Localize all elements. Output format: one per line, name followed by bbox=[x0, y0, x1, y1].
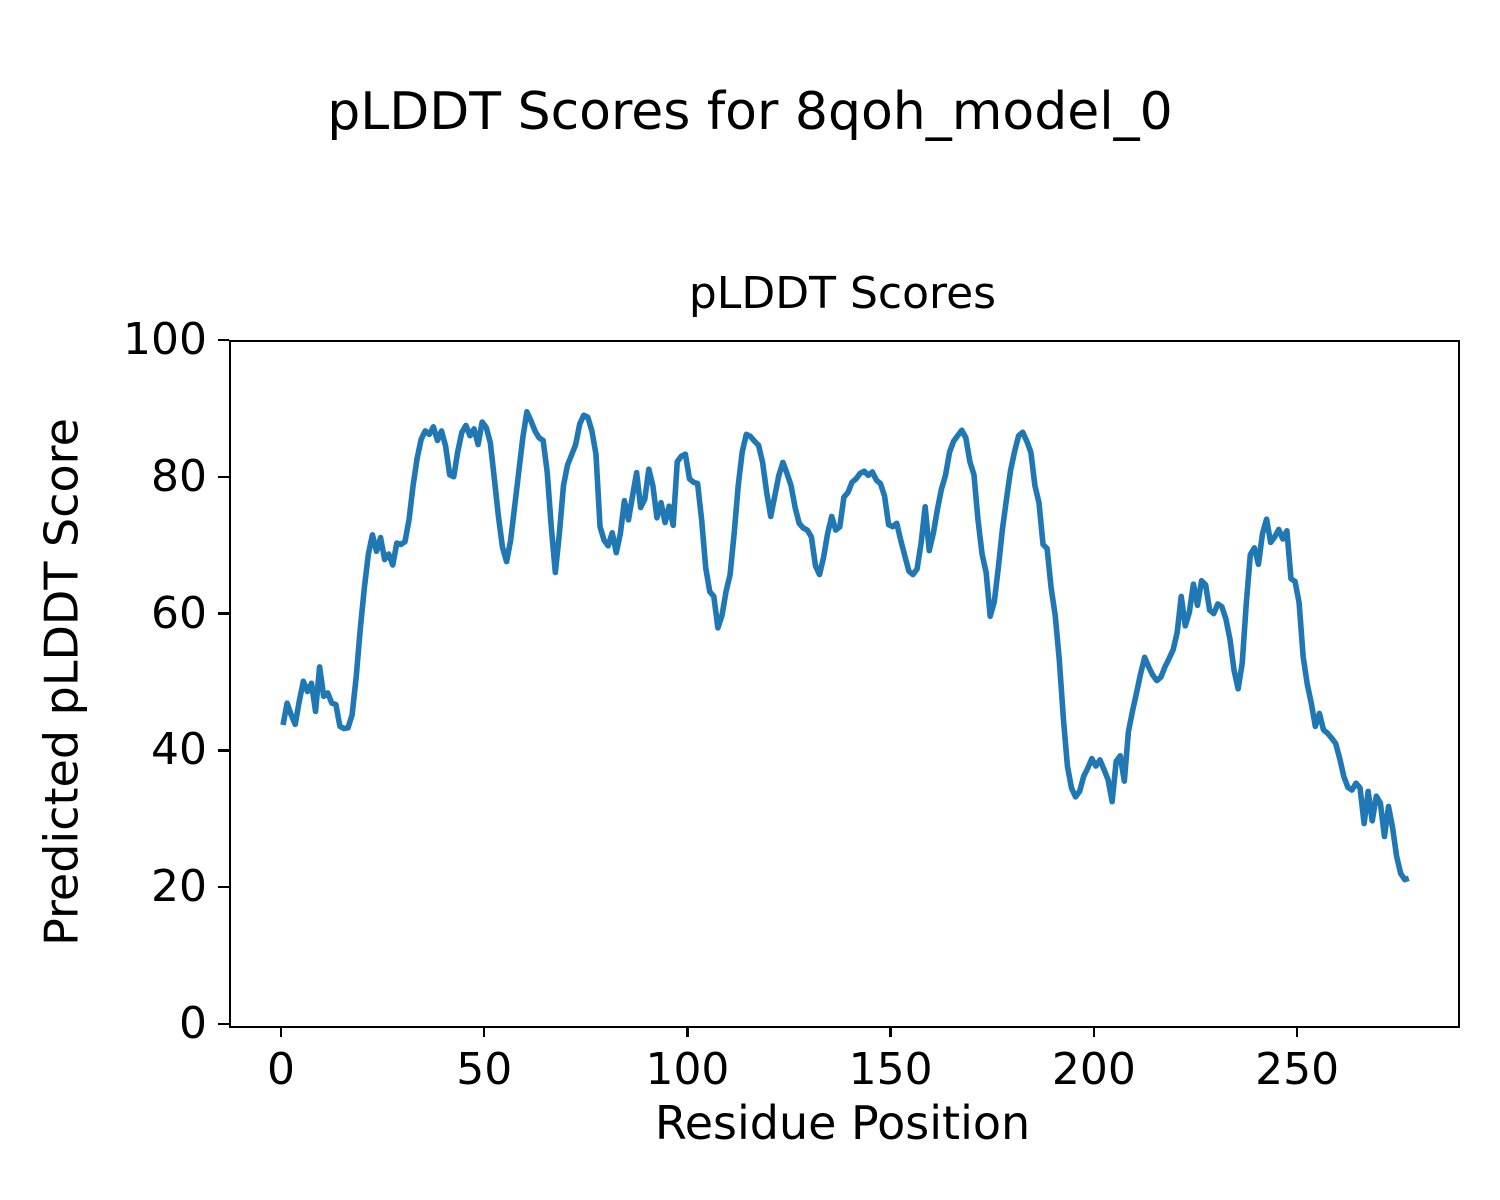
y-tick-label: 100 bbox=[123, 314, 207, 365]
x-tick-label: 100 bbox=[645, 1044, 730, 1095]
y-tick-label: 80 bbox=[151, 450, 207, 502]
plot-area bbox=[229, 340, 1460, 1028]
x-axis-label: Residue Position bbox=[654, 1096, 1031, 1150]
y-tick-mark bbox=[218, 612, 229, 615]
x-tick-mark bbox=[1092, 1026, 1096, 1038]
y-tick-mark bbox=[218, 475, 229, 478]
y-tick-mark bbox=[218, 1022, 229, 1026]
x-tick-label: 150 bbox=[848, 1044, 933, 1095]
axes-title: pLDDT Scores bbox=[688, 268, 997, 319]
x-tick-mark bbox=[483, 1026, 486, 1038]
y-tick-mark bbox=[218, 338, 229, 342]
y-tick-label: 60 bbox=[151, 587, 207, 639]
x-tick-label: 250 bbox=[1255, 1044, 1340, 1095]
plddt-line-series bbox=[280, 408, 1410, 883]
y-tick-label: 20 bbox=[151, 861, 207, 913]
y-tick-label: 0 bbox=[179, 998, 207, 1049]
x-tick-mark bbox=[889, 1026, 892, 1038]
y-tick-label: 40 bbox=[151, 724, 207, 776]
x-tick-label: 50 bbox=[456, 1044, 513, 1095]
x-tick-label: 0 bbox=[267, 1044, 296, 1095]
x-tick-mark bbox=[686, 1026, 689, 1038]
y-tick-mark bbox=[218, 886, 229, 889]
line-chart-svg bbox=[280, 408, 1410, 883]
x-tick-label: 200 bbox=[1051, 1044, 1136, 1095]
y-axis-label: Predicted pLDDT Score bbox=[34, 418, 89, 946]
x-tick-mark bbox=[1295, 1026, 1299, 1038]
figure-suptitle: pLDDT Scores for 8qoh_model_0 bbox=[327, 82, 1173, 142]
y-tick-mark bbox=[218, 749, 229, 752]
x-tick-mark bbox=[279, 1026, 283, 1038]
